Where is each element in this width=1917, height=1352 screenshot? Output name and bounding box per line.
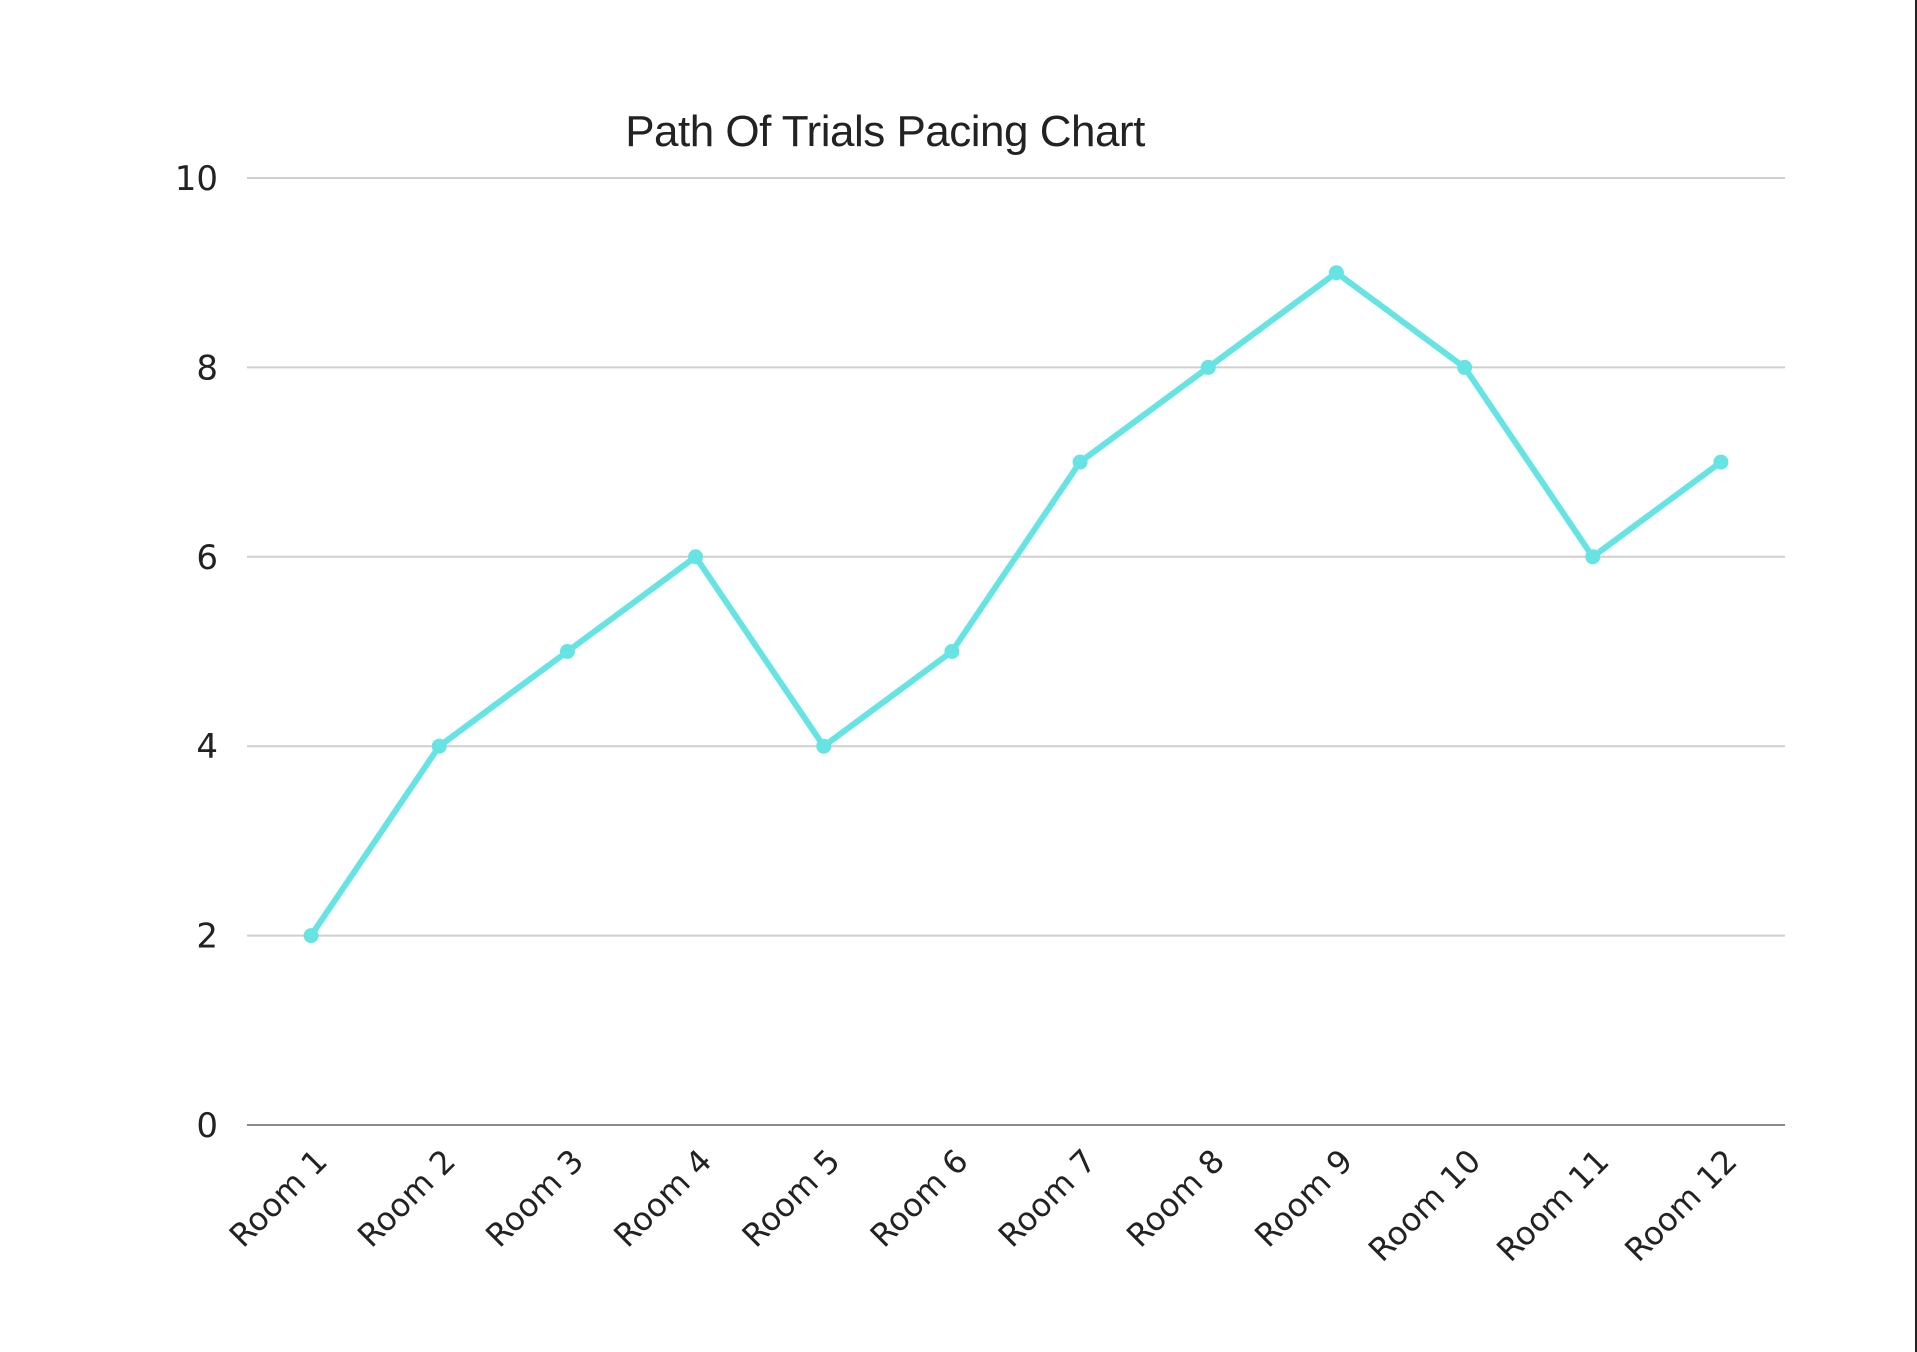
data-point bbox=[1072, 454, 1088, 470]
data-point bbox=[816, 738, 832, 754]
x-tick-label: Room 3 bbox=[478, 1142, 591, 1255]
y-tick-label: 4 bbox=[196, 727, 218, 767]
y-tick-label: 8 bbox=[196, 348, 218, 388]
data-point bbox=[1713, 454, 1729, 470]
y-axis-ticks: 0 2 4 6 8 10 bbox=[175, 159, 218, 1146]
x-tick-label: Room 12 bbox=[1617, 1142, 1744, 1269]
series-line bbox=[308, 269, 1724, 939]
data-point bbox=[1585, 549, 1601, 565]
data-point bbox=[1328, 265, 1344, 281]
x-tick-label: Room 4 bbox=[606, 1142, 719, 1255]
x-tick-label: Room 11 bbox=[1489, 1142, 1616, 1269]
x-tick-label: Room 5 bbox=[735, 1142, 848, 1255]
data-point bbox=[559, 644, 575, 659]
data-point bbox=[431, 738, 447, 754]
data-point bbox=[944, 644, 960, 659]
x-tick-label: Room 8 bbox=[1119, 1142, 1232, 1255]
y-tick-label: 6 bbox=[196, 538, 218, 578]
window-edge bbox=[1915, 0, 1917, 1352]
x-axis-ticks: Room 1 Room 2 Room 3 Room 4 Room 5 Room 6 Room… bbox=[222, 1142, 1745, 1269]
y-tick-label: 10 bbox=[175, 159, 218, 199]
data-point bbox=[303, 928, 319, 944]
gridlines bbox=[247, 177, 1785, 1126]
data-point bbox=[688, 549, 704, 565]
y-tick-label: 0 bbox=[196, 1106, 218, 1146]
x-tick-label: Room 10 bbox=[1361, 1142, 1488, 1269]
chart-title: Path Of Trials Pacing Chart bbox=[625, 107, 1145, 156]
data-point bbox=[1457, 359, 1473, 375]
data-point bbox=[1200, 359, 1216, 375]
x-tick-label: Room 2 bbox=[350, 1142, 463, 1255]
y-tick-label: 2 bbox=[196, 917, 218, 957]
series-layer bbox=[303, 265, 1729, 944]
x-tick-label: Room 6 bbox=[863, 1142, 976, 1255]
x-tick-label: Room 1 bbox=[222, 1142, 335, 1255]
x-tick-label: Room 9 bbox=[1247, 1142, 1360, 1255]
x-tick-label: Room 7 bbox=[991, 1142, 1104, 1255]
